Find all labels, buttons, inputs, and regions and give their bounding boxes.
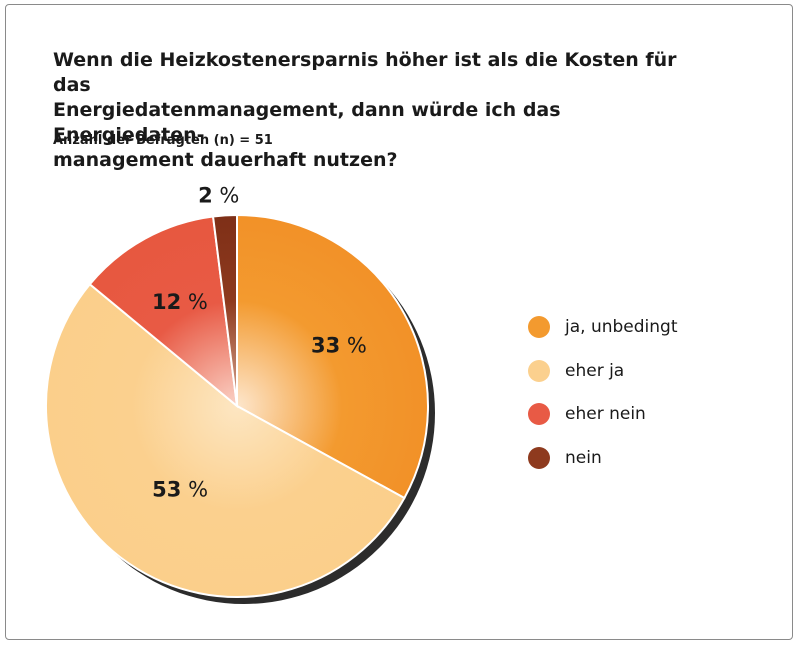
pie-slice-ja-unbedingt	[236, 213, 429, 500]
legend-label-eher-ja: eher ja	[565, 360, 625, 381]
legend-label-ja-unbedingt: ja, unbedingt	[565, 317, 678, 337]
title-line-2: Energiedatenmanagement, dann würde ich d…	[53, 99, 561, 146]
data-label-ja-unbedingt: 33 %	[311, 334, 367, 358]
title-line-1: Wenn die Heizkostenersparnis höher ist a…	[53, 49, 677, 96]
pie-slice-nein	[211, 213, 238, 407]
legend-item-ja-unbedingt: ja, unbedingt	[528, 316, 678, 338]
legend-item-eher-nein: eher nein	[528, 403, 678, 425]
pie-slice-eher-nein	[88, 215, 239, 409]
data-label-eher-nein: 12 %	[152, 290, 208, 314]
pie-slice-eher-ja	[45, 282, 406, 598]
legend-item-nein: nein	[528, 446, 678, 469]
legend-swatch-nein	[528, 446, 550, 469]
legend-swatch-eher-nein	[528, 403, 550, 425]
title-line-3: management dauerhaft nutzen?	[53, 149, 398, 171]
legend-swatch-eher-ja	[528, 359, 550, 382]
data-label-nein: 2 %	[198, 183, 239, 207]
legend-label-nein: nein	[565, 447, 602, 468]
legend-item-eher-ja: eher ja	[528, 359, 678, 382]
chart-title: Wenn die Heizkostenersparnis höher ist a…	[53, 48, 693, 173]
legend-label-eher-nein: eher nein	[565, 404, 646, 424]
legend-swatch-ja-unbedingt	[528, 316, 550, 338]
data-label-eher-ja: 53 %	[152, 478, 208, 502]
legend: ja, unbedingt eher ja eher nein nein	[528, 316, 678, 490]
chart-subtitle: Anzahl der Befragten (n) = 51	[53, 133, 273, 148]
